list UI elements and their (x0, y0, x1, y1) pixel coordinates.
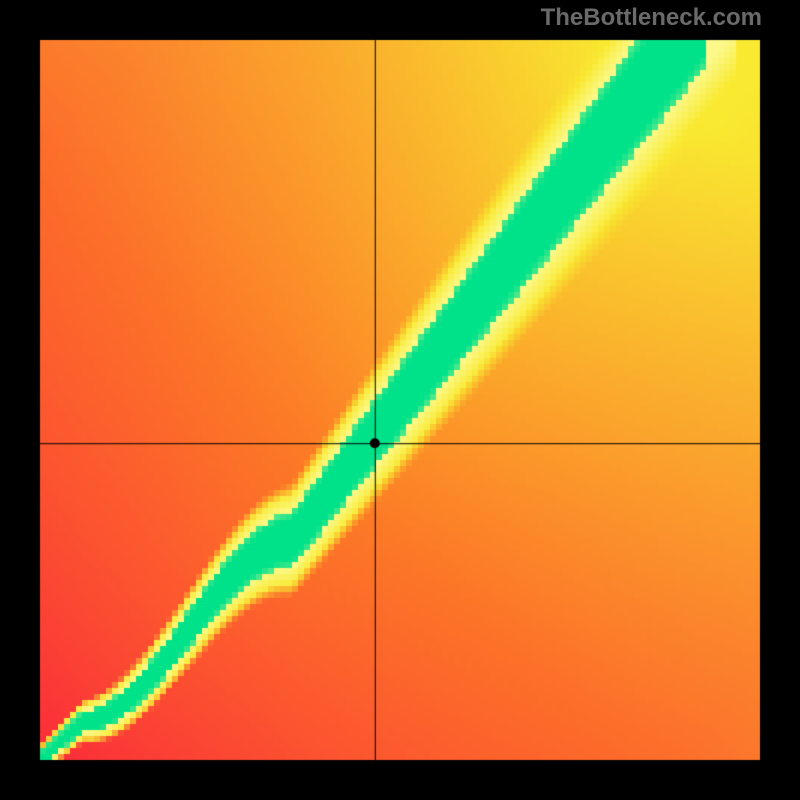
watermark-text: TheBottleneck.com (541, 4, 762, 32)
heatmap-canvas (0, 0, 800, 800)
chart-container: TheBottleneck.com (0, 0, 800, 800)
